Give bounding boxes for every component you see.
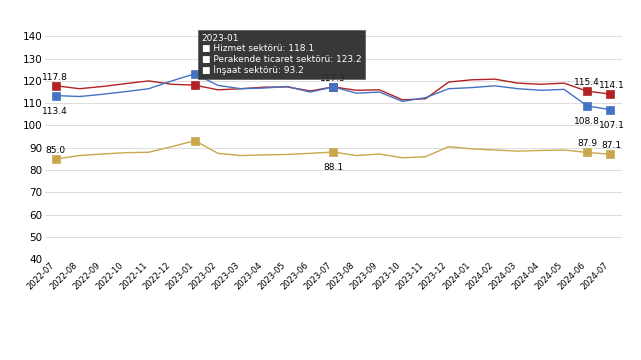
Text: 108.8: 108.8	[574, 117, 600, 126]
Text: 88.1: 88.1	[323, 163, 344, 172]
Text: 2023-01
■ Hizmet sektörü: 118.1
■ Perakende ticaret sektörü: 123.2
■ İnşaat sekt: 2023-01 ■ Hizmet sektörü: 118.1 ■ Perake…	[202, 34, 362, 75]
Text: 107.1: 107.1	[599, 121, 624, 130]
Text: 115.4: 115.4	[574, 78, 600, 87]
Text: 85.0: 85.0	[45, 146, 65, 155]
Text: 87.9: 87.9	[577, 139, 597, 148]
Text: 87.1: 87.1	[601, 141, 622, 150]
Text: 117.3: 117.3	[320, 74, 346, 83]
Text: 114.1: 114.1	[599, 81, 624, 90]
Text: 117.8: 117.8	[42, 73, 68, 82]
Text: 113.4: 113.4	[42, 107, 68, 116]
